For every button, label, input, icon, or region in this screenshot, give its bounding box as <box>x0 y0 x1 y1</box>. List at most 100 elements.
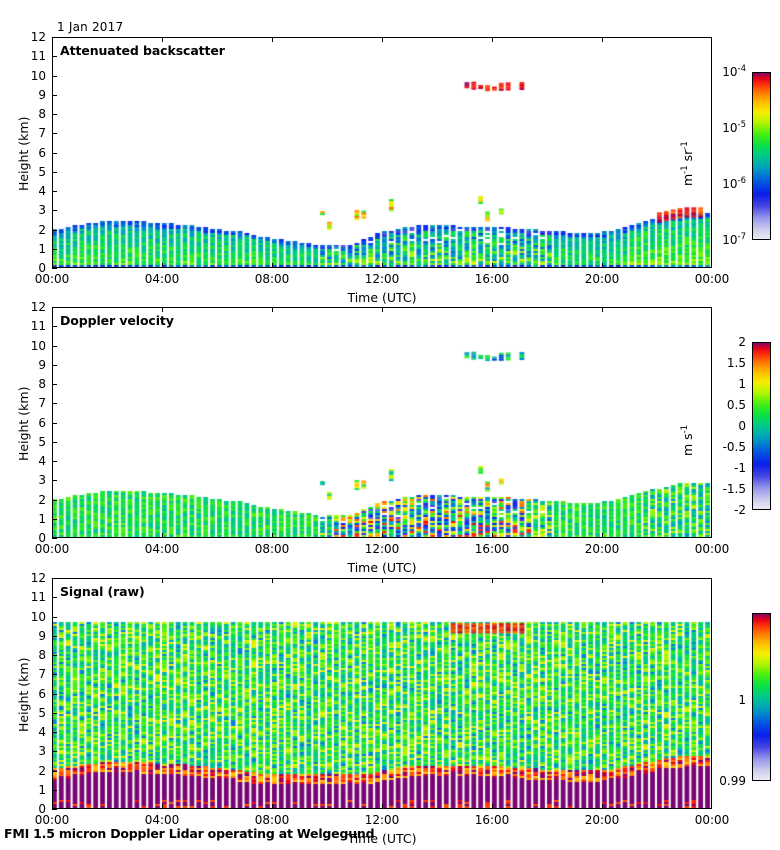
y-tick-mark <box>52 674 57 675</box>
y-tick-mark <box>52 384 57 385</box>
panel-data-attenuated-backscatter <box>52 37 712 268</box>
y-tick-mark <box>52 56 57 57</box>
colorbar-tick-label: -2 <box>734 503 746 517</box>
y-tick-mark <box>52 249 57 250</box>
y-tick-label: 10 <box>30 609 46 624</box>
y-tick-label: 1 <box>38 782 46 797</box>
x-tick-mark <box>162 263 163 268</box>
x-tick-mark <box>492 263 493 268</box>
y-tick-label: 11 <box>30 319 46 334</box>
y-tick-mark <box>52 500 57 501</box>
x-tick-mark <box>272 307 273 312</box>
y-tick-label: 6 <box>38 686 46 701</box>
y-tick-label: 2 <box>38 492 46 507</box>
y-tick-label: 10 <box>30 68 46 83</box>
y-tick-label: 9 <box>38 357 46 372</box>
y-tick-label: 4 <box>38 184 46 198</box>
y-tick-mark <box>52 423 57 424</box>
colorbar-tick-label: 10-7 <box>722 232 746 247</box>
y-tick-mark <box>52 461 57 462</box>
colorbar-frame-attenuated-backscatter <box>752 72 771 240</box>
colorbar-tick-label: 10-5 <box>722 120 746 135</box>
x-tick-label: 04:00 <box>144 542 180 556</box>
x-tick-label: 20:00 <box>584 813 620 827</box>
panel-title-signal-raw: Signal (raw) <box>60 584 145 599</box>
y-tick-mark <box>52 519 57 520</box>
x-tick-mark <box>382 578 383 583</box>
x-tick-label: 00:00 <box>34 813 70 827</box>
panel-title-attenuated-backscatter: Attenuated backscatter <box>60 43 225 58</box>
x-tick-mark <box>162 37 163 42</box>
x-tick-mark <box>602 263 603 268</box>
y-tick-label: 6 <box>38 415 46 430</box>
x-tick-label: 12:00 <box>364 272 400 286</box>
y-tick-mark <box>52 37 57 38</box>
y-tick-label: 1 <box>38 241 46 256</box>
y-tick-mark <box>52 751 57 752</box>
colorbar-gradient-signal-raw <box>752 613 771 781</box>
y-tick-mark <box>52 597 57 598</box>
y-tick-mark <box>52 655 57 656</box>
colorbar-tick-label: 1 <box>738 693 746 708</box>
colorbar-tick-label: -1.5 <box>722 482 746 496</box>
x-tick-mark <box>602 307 603 312</box>
x-tick-mark <box>382 307 383 312</box>
y-tick-mark <box>52 114 57 115</box>
y-tick-label: 1 <box>38 511 46 526</box>
x-tick-label: 20:00 <box>584 272 620 286</box>
y-tick-label: 8 <box>38 377 46 391</box>
y-tick-label: 11 <box>30 590 46 605</box>
y-axis-label: Height (km) <box>16 116 31 191</box>
colorbar-gradient-attenuated-backscatter <box>752 72 771 240</box>
y-tick-mark <box>52 732 57 733</box>
panel-frame-signal-raw <box>52 578 712 809</box>
colorbar-tick-label: 10-4 <box>722 64 746 79</box>
y-tick-mark <box>52 230 57 231</box>
x-tick-label: 08:00 <box>254 542 290 556</box>
y-tick-mark <box>52 346 57 347</box>
x-tick-mark <box>272 804 273 809</box>
x-tick-mark <box>492 37 493 42</box>
colorbar-tick-label: 0 <box>738 419 746 433</box>
y-tick-mark <box>52 617 57 618</box>
colorbar-unit-label: m s-1 <box>679 424 695 456</box>
x-tick-label: 08:00 <box>254 272 290 286</box>
y-tick-label: 3 <box>38 473 46 488</box>
x-tick-mark <box>162 804 163 809</box>
y-tick-mark <box>52 133 57 134</box>
x-tick-label: 04:00 <box>144 813 180 827</box>
x-tick-label: 16:00 <box>474 272 510 286</box>
figure-footer: FMI 1.5 micron Doppler Lidar operating a… <box>4 826 375 841</box>
x-axis-label: Time (UTC) <box>347 831 417 846</box>
y-tick-mark <box>52 403 57 404</box>
y-tick-label: 7 <box>38 126 46 141</box>
y-tick-mark <box>52 210 57 211</box>
colorbar-tick-label: 1.5 <box>726 356 746 370</box>
x-tick-mark <box>382 263 383 268</box>
x-tick-label: 00:00 <box>694 813 730 827</box>
x-tick-mark <box>602 533 603 538</box>
y-tick-mark <box>52 326 57 327</box>
x-tick-mark <box>272 533 273 538</box>
y-tick-label: 5 <box>38 164 46 179</box>
x-tick-mark <box>602 578 603 583</box>
y-tick-mark <box>52 76 57 77</box>
y-tick-mark <box>52 268 57 269</box>
x-tick-mark <box>382 37 383 42</box>
x-tick-label: 12:00 <box>364 542 400 556</box>
colorbar-tick-label: 0.5 <box>726 398 746 412</box>
y-tick-label: 3 <box>38 203 46 218</box>
x-tick-mark <box>492 533 493 538</box>
x-tick-label: 20:00 <box>584 542 620 556</box>
y-tick-label: 10 <box>30 338 46 353</box>
x-tick-mark <box>162 578 163 583</box>
y-tick-label: 0 <box>38 531 46 545</box>
x-tick-mark <box>382 533 383 538</box>
panel-data-signal-raw <box>52 578 712 809</box>
y-tick-mark <box>52 713 57 714</box>
x-tick-label: 08:00 <box>254 813 290 827</box>
y-tick-label: 3 <box>38 744 46 759</box>
y-tick-mark <box>52 191 57 192</box>
y-tick-label: 4 <box>38 725 46 739</box>
date-label: 1 Jan 2017 <box>57 20 124 34</box>
